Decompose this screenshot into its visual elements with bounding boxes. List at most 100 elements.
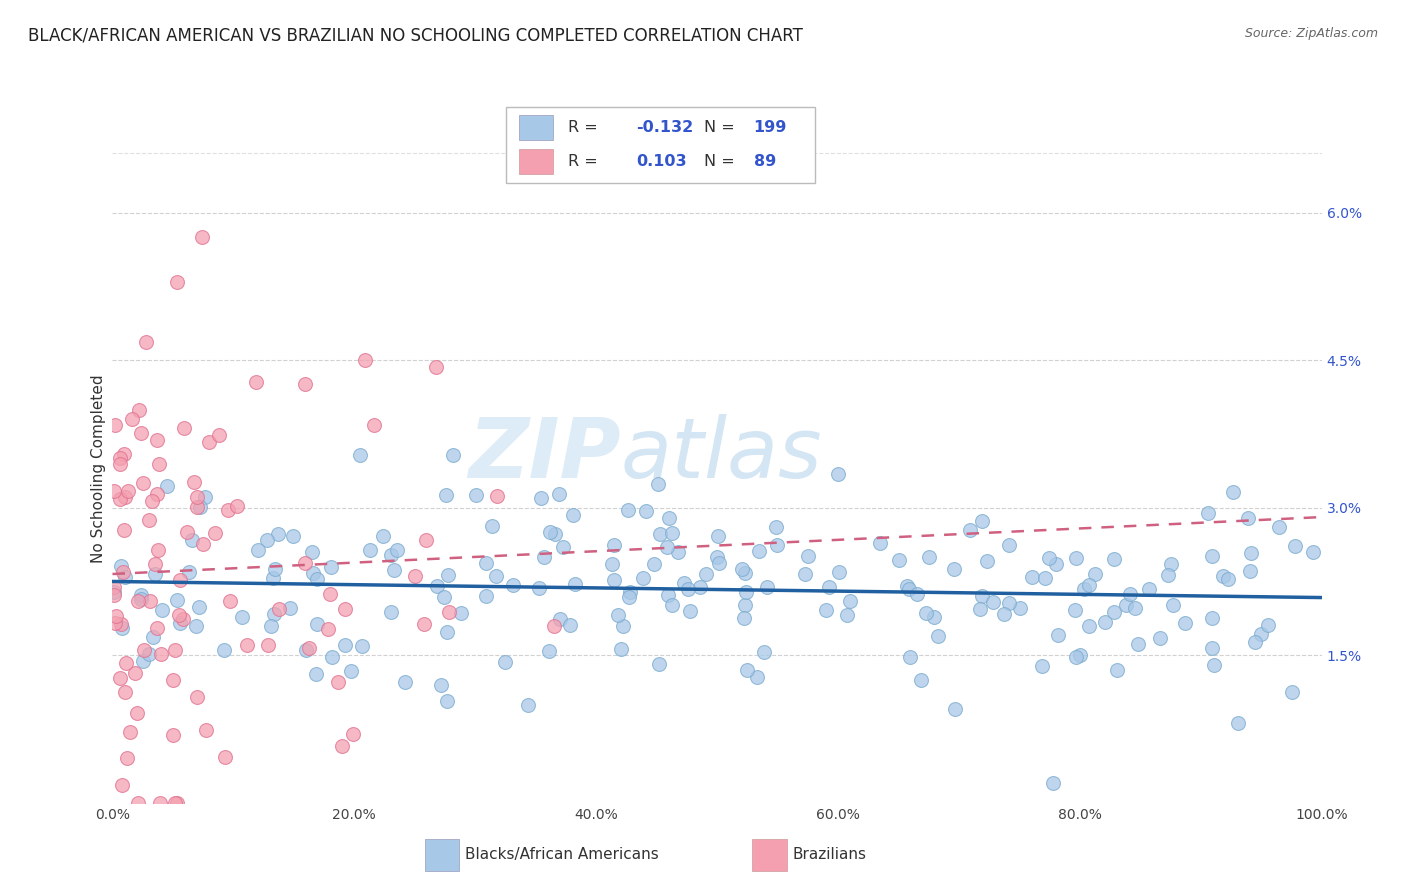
Point [169, 574, 191, 588]
Point [305, 572, 328, 586]
Point [111, 565, 134, 579]
Point [1102, 606, 1125, 620]
Point [1281, 685, 1303, 699]
Point [318, 587, 340, 601]
Point [748, 543, 770, 558]
Point [165, 796, 187, 810]
Point [972, 589, 994, 603]
Point [959, 523, 981, 537]
Point [1094, 615, 1116, 629]
Text: Brazilians: Brazilians [793, 847, 866, 862]
Point [132, 643, 155, 657]
Text: BLACK/AFRICAN AMERICAN VS BRAZILIAN NO SCHOOLING COMPLETED CORRELATION CHART: BLACK/AFRICAN AMERICAN VS BRAZILIAN NO S… [28, 27, 803, 45]
Point [1244, 634, 1267, 648]
Point [927, 629, 949, 643]
Point [103, 484, 125, 499]
Point [295, 643, 318, 657]
Point [335, 638, 357, 652]
Point [436, 694, 458, 708]
FancyBboxPatch shape [519, 115, 553, 140]
Point [146, 543, 169, 558]
Point [838, 594, 860, 608]
Point [943, 562, 966, 576]
Point [1031, 659, 1053, 673]
FancyBboxPatch shape [519, 150, 553, 174]
Point [494, 656, 516, 670]
Point [191, 536, 214, 550]
Text: Blacks/African Americans: Blacks/African Americans [465, 847, 658, 862]
Point [1161, 598, 1184, 612]
Point [1212, 568, 1234, 582]
Point [1115, 598, 1137, 612]
Point [187, 600, 209, 615]
Point [617, 503, 640, 517]
Point [143, 557, 166, 571]
Point [105, 609, 128, 624]
Point [765, 520, 787, 534]
Point [283, 529, 305, 543]
Point [231, 610, 253, 624]
Point [485, 489, 508, 503]
Point [733, 611, 755, 625]
Point [666, 544, 689, 558]
Point [475, 556, 498, 570]
Point [191, 230, 214, 244]
Point [657, 588, 679, 602]
Text: 0.103: 0.103 [636, 154, 686, 169]
Point [114, 685, 136, 699]
Point [1237, 510, 1260, 524]
Point [1084, 566, 1107, 581]
Point [636, 504, 658, 518]
Point [756, 580, 779, 594]
Text: N =: N = [704, 154, 735, 169]
Point [373, 529, 395, 543]
Point [150, 647, 173, 661]
Point [1064, 550, 1087, 565]
Point [1119, 587, 1142, 601]
Point [155, 478, 177, 492]
Point [533, 549, 555, 564]
Point [969, 602, 991, 616]
Point [914, 606, 936, 620]
Point [548, 487, 571, 501]
Point [294, 377, 316, 392]
Text: atlas: atlas [620, 415, 823, 495]
Point [172, 612, 194, 626]
Point [104, 417, 127, 432]
Point [110, 558, 132, 573]
Point [735, 663, 758, 677]
Point [1064, 603, 1087, 617]
Point [363, 418, 385, 433]
Point [998, 596, 1021, 610]
Point [993, 607, 1015, 621]
Point [1268, 520, 1291, 534]
Point [127, 594, 149, 608]
Point [404, 569, 426, 583]
Point [186, 690, 208, 704]
Point [247, 542, 270, 557]
Point [305, 667, 328, 681]
Point [186, 490, 208, 504]
Point [138, 513, 160, 527]
Point [103, 588, 125, 602]
Point [976, 554, 998, 568]
Point [212, 643, 235, 657]
Point [1102, 552, 1125, 566]
Point [333, 602, 356, 616]
Point [1201, 549, 1223, 564]
Point [1257, 617, 1279, 632]
Point [734, 598, 756, 612]
Point [661, 598, 683, 612]
Point [110, 457, 132, 471]
Point [326, 675, 349, 690]
Point [607, 608, 630, 623]
Point [1202, 657, 1225, 672]
Point [464, 488, 486, 502]
Point [530, 491, 553, 506]
Point [108, 450, 131, 465]
Point [188, 500, 211, 514]
Point [735, 584, 758, 599]
Point [294, 556, 316, 570]
Point [179, 565, 201, 579]
Point [173, 421, 195, 435]
